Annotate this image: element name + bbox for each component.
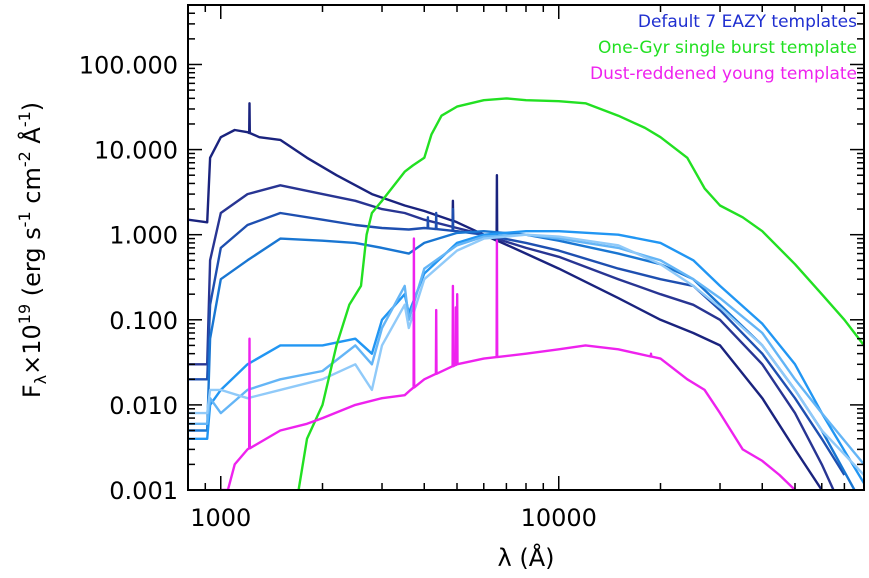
y-label-base: F: [18, 384, 46, 398]
axis-tick-labels: 1000 10000 0.001 0.010 0.100 1.000 10.000 100.0…: [79, 51, 597, 532]
legend-entry-eazy: Default 7 EAZY templates: [638, 12, 857, 32]
y-axis-label: Fλ×1019 (erg s-1 cm-2 Å-1): [15, 102, 50, 398]
legend: Default 7 EAZY templates One-Gyr single …: [590, 12, 857, 84]
y-tick-label: 0.001: [109, 477, 178, 505]
y-tick-label: 100.000: [79, 51, 178, 79]
y-label-sub: λ: [31, 375, 50, 384]
x-tick-label: 10000: [521, 504, 597, 532]
series-line-7: [297, 97, 864, 490]
y-label-units-close: ): [18, 102, 46, 111]
y-label-exp-s: -1: [15, 211, 34, 227]
y-label-exp: 19: [15, 304, 34, 324]
legend-entry-dusty: Dust-reddened young template: [590, 64, 857, 84]
y-tick-label: 0.010: [109, 392, 178, 420]
series-line-1: [188, 184, 835, 490]
series-line-2: [188, 207, 846, 476]
y-label-cm: cm: [18, 167, 46, 211]
axis-ticks: [187, 4, 865, 491]
legend-entry-burst: One-Gyr single burst template: [598, 38, 857, 58]
series-line-4: [188, 230, 864, 484]
y-tick-label: 10.000: [94, 137, 178, 165]
y-label-times: ×10: [18, 324, 46, 375]
y-label-ang: Å: [17, 127, 46, 152]
series-line-3: [188, 230, 856, 490]
series-line-6: [188, 233, 864, 476]
series-layer: [188, 97, 864, 490]
series-line-0: [188, 102, 823, 490]
y-label-exp-cm: -2: [15, 151, 34, 167]
series-line-5: [188, 233, 864, 466]
series-line-8: [220, 237, 796, 490]
y-label-exp-ang: -1: [15, 111, 34, 127]
y-tick-label: 1.000: [109, 222, 178, 250]
x-tick-label: 1000: [190, 504, 251, 532]
x-axis-label: λ (Å): [498, 543, 555, 572]
y-tick-label: 0.100: [109, 307, 178, 335]
y-label-units-open: (erg s: [18, 227, 46, 304]
